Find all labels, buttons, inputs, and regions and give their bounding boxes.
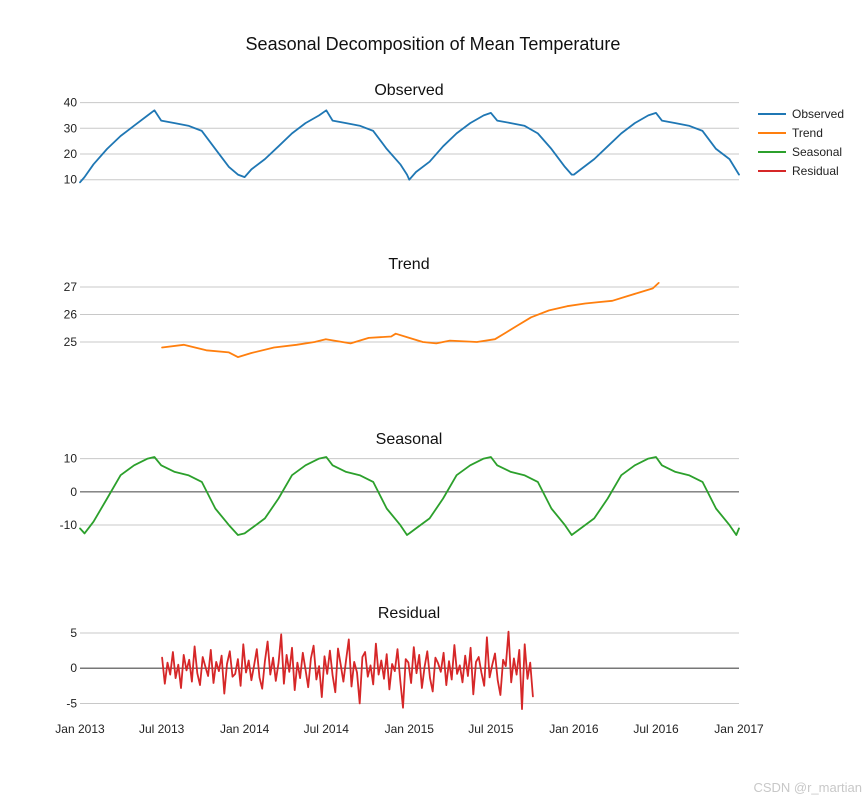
- y-tick-label-seasonal: -10: [60, 518, 78, 532]
- legend-item-trend[interactable]: Trend: [758, 126, 823, 140]
- x-tick-label: Jul 2016: [633, 722, 679, 736]
- x-tick-label: Jan 2017: [714, 722, 764, 736]
- legend[interactable]: Observed Trend Seasonal Residual: [758, 107, 844, 178]
- legend-item-residual[interactable]: Residual: [758, 164, 839, 178]
- legend-label-trend: Trend: [792, 126, 823, 140]
- subplot-trend: Trend 25 26 27: [64, 256, 739, 358]
- subplot-title-observed: Observed: [374, 82, 443, 99]
- x-tick-label: Jan 2016: [549, 722, 599, 736]
- legend-item-seasonal[interactable]: Seasonal: [758, 145, 842, 159]
- subplot-title-trend: Trend: [388, 256, 429, 273]
- x-tick-label: Jul 2014: [304, 722, 350, 736]
- y-tick-label-residual: 0: [70, 661, 77, 675]
- legend-label-residual: Residual: [792, 164, 839, 178]
- watermark: CSDN @r_martian: [753, 780, 862, 795]
- y-tick-label-observed: 20: [64, 147, 78, 161]
- legend-label-seasonal: Seasonal: [792, 145, 842, 159]
- subplot-title-seasonal: Seasonal: [376, 431, 443, 448]
- series-line-trend[interactable]: [161, 282, 660, 358]
- chart-title: Seasonal Decomposition of Mean Temperatu…: [246, 34, 621, 54]
- y-tick-label-residual: 5: [70, 626, 77, 640]
- y-tick-label-trend: 25: [64, 335, 78, 349]
- subplot-title-residual: Residual: [378, 605, 440, 622]
- x-axis: Jan 2013 Jul 2013 Jan 2014 Jul 2014 Jan 2015…: [55, 722, 764, 736]
- x-tick-label: Jan 2015: [385, 722, 435, 736]
- y-tick-label-observed: 10: [64, 173, 78, 187]
- subplot-observed: Observed 10 20 30 40: [64, 82, 740, 187]
- legend-label-observed: Observed: [792, 107, 844, 121]
- y-tick-label-seasonal: 10: [64, 452, 78, 466]
- subplot-residual: Residual -5 0 5: [66, 605, 739, 710]
- y-tick-label-observed: 40: [64, 96, 78, 110]
- series-line-observed[interactable]: [79, 109, 740, 184]
- y-tick-label-residual: -5: [66, 696, 77, 710]
- legend-item-observed[interactable]: Observed: [758, 107, 844, 121]
- x-tick-label: Jul 2015: [468, 722, 514, 736]
- x-tick-label: Jan 2014: [220, 722, 270, 736]
- y-tick-label-observed: 30: [64, 121, 78, 135]
- subplot-seasonal: Seasonal -10 0 10: [60, 431, 740, 536]
- y-tick-label-trend: 26: [64, 308, 78, 322]
- y-tick-label-seasonal: 0: [70, 485, 77, 499]
- series-line-seasonal[interactable]: [79, 456, 740, 536]
- y-tick-label-trend: 27: [64, 280, 78, 294]
- x-tick-label: Jan 2013: [55, 722, 105, 736]
- series-line-residual[interactable]: [161, 630, 534, 710]
- x-tick-label: Jul 2013: [139, 722, 185, 736]
